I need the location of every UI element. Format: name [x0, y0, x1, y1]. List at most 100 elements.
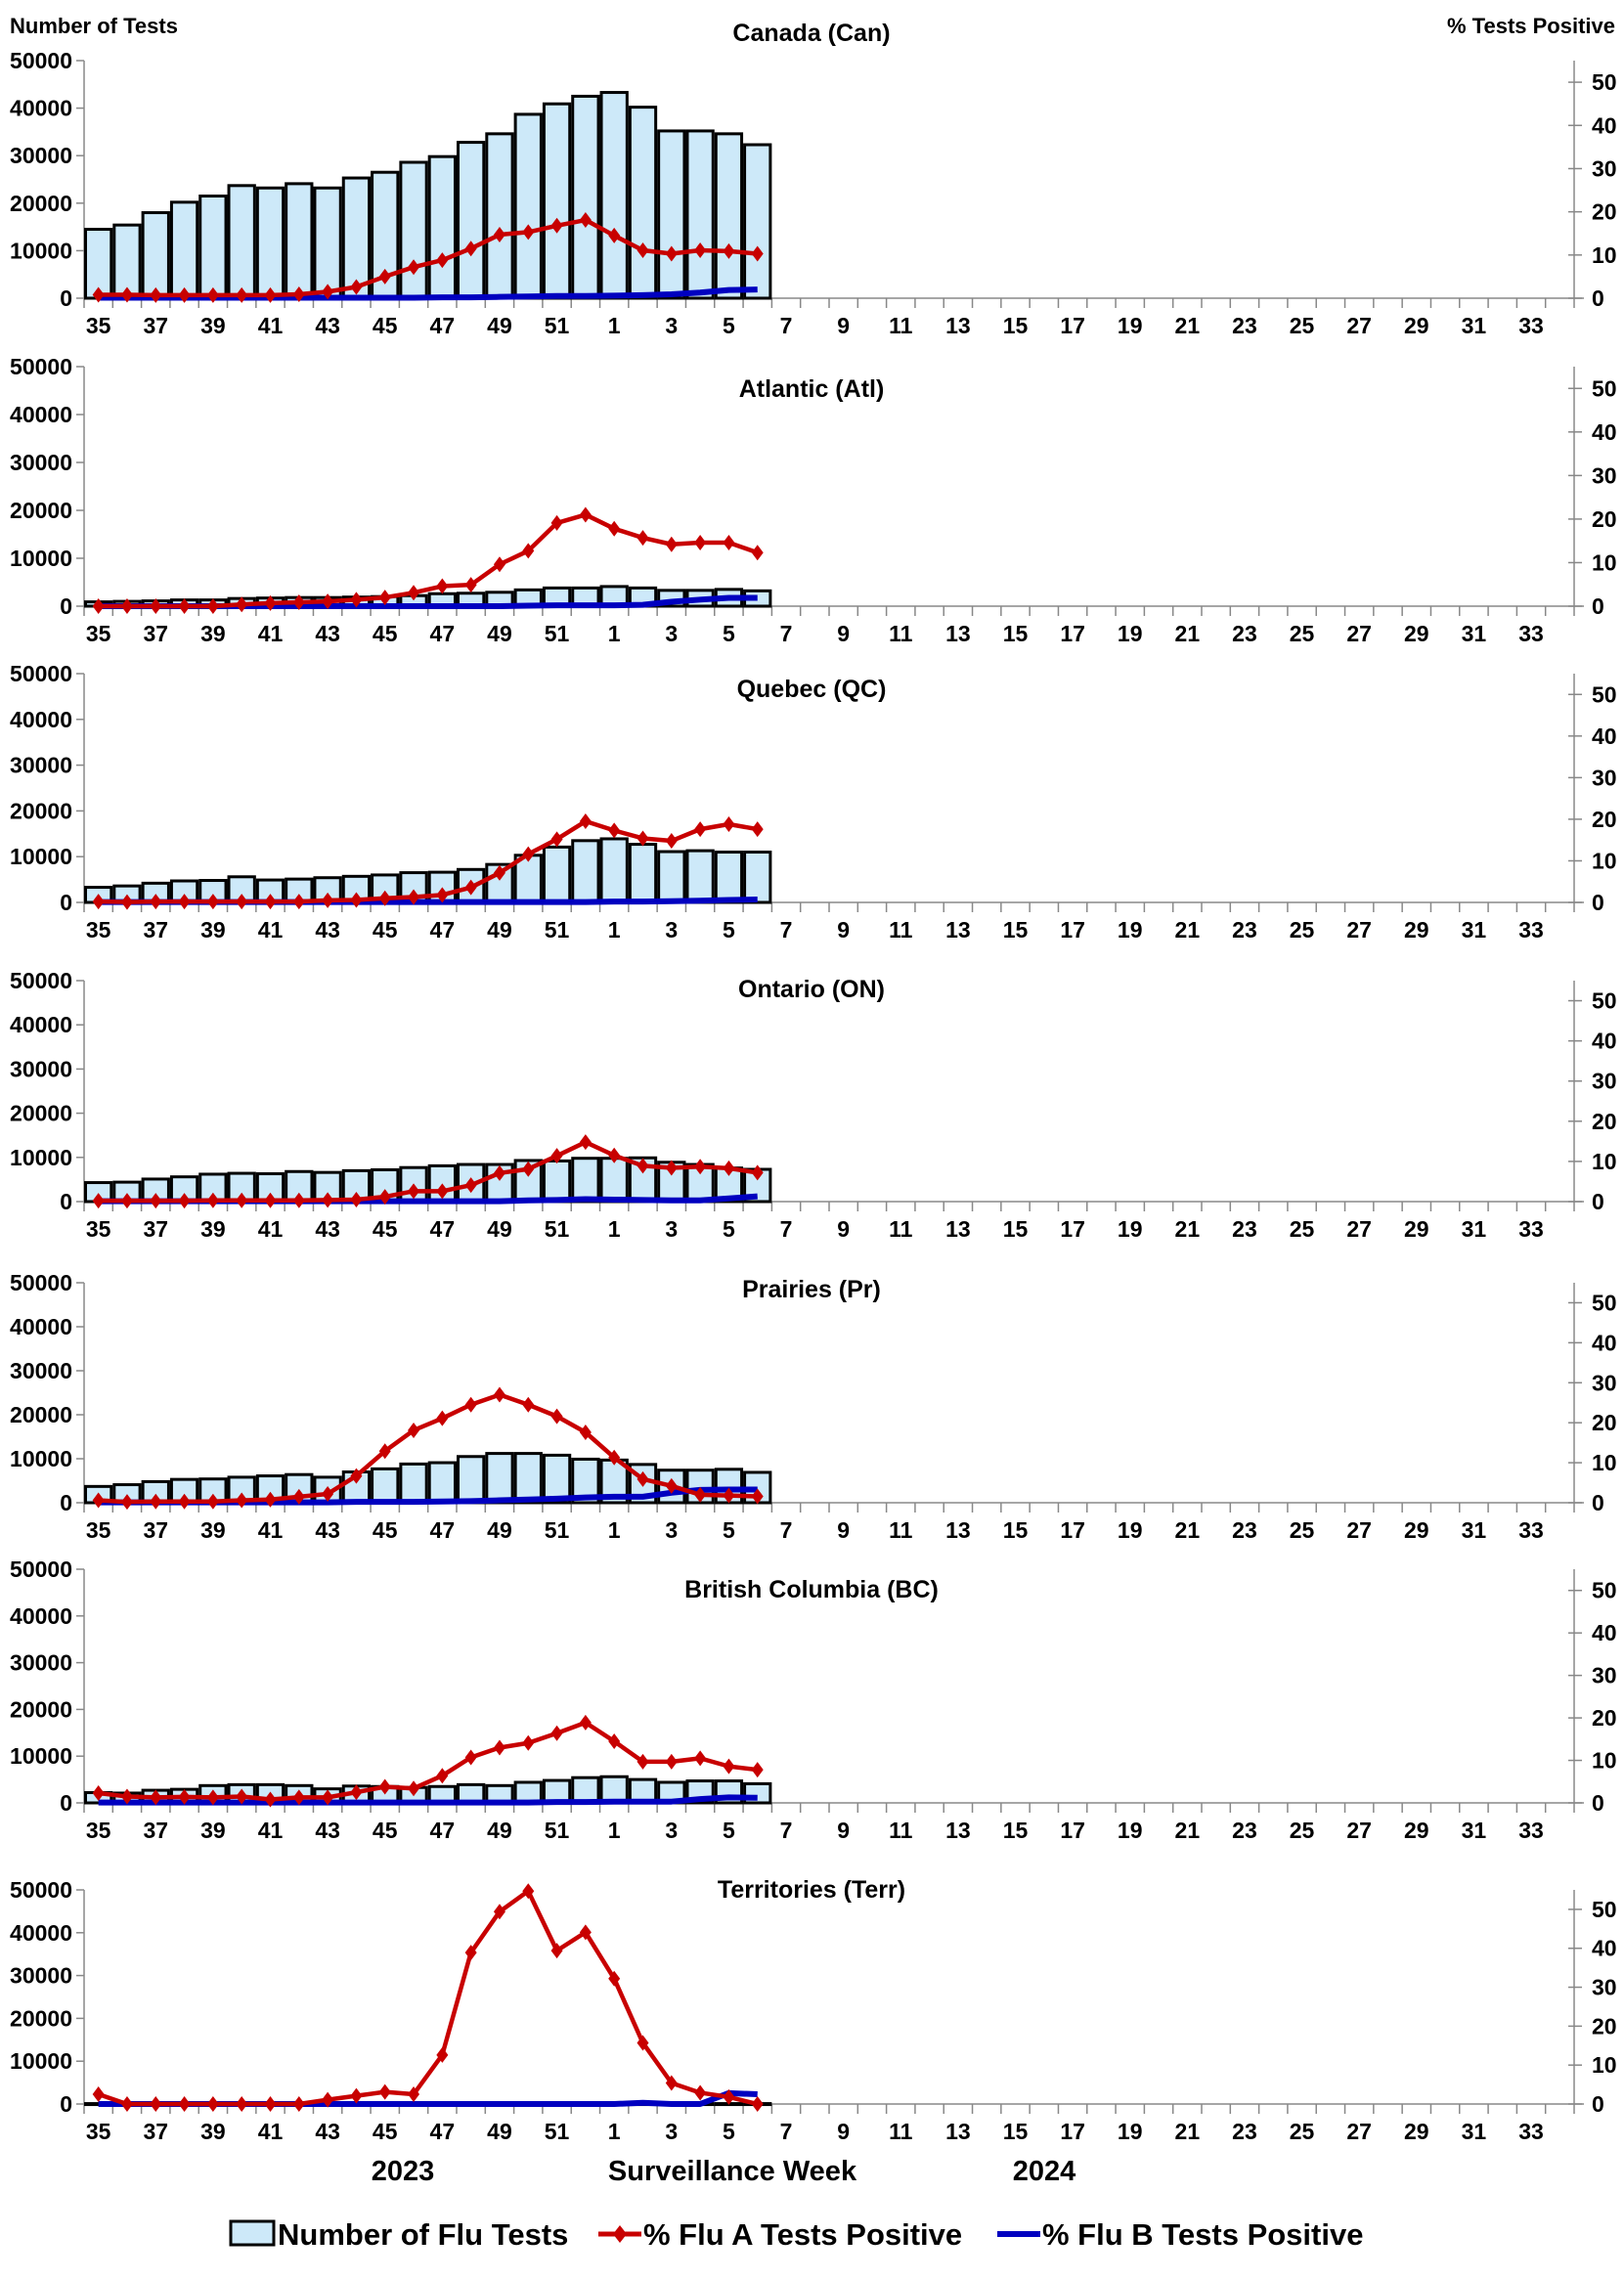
- x-tick-label: 49: [487, 313, 512, 338]
- left-tick-label: 40000: [10, 707, 72, 732]
- flu-a-point: [150, 894, 162, 910]
- bar: [628, 106, 658, 300]
- flu-a-point: [350, 892, 363, 908]
- flu-a-point: [178, 286, 191, 303]
- x-tick-label: 19: [1118, 1818, 1143, 1843]
- left-tick-label: 10000: [10, 1145, 72, 1170]
- flu-a-point: [236, 286, 248, 303]
- flu-a-point: [636, 830, 649, 847]
- right-tick-label: 0: [1592, 1490, 1604, 1515]
- right-tick-label: 40: [1592, 723, 1617, 749]
- x-tick-label: 1: [608, 1517, 621, 1543]
- flu-a-point: [436, 887, 449, 903]
- flu-a-point: [178, 1493, 191, 1510]
- flu-a-point: [694, 1159, 707, 1175]
- legend-item-tests: Number of Flu Tests: [278, 2217, 568, 2252]
- x-tick-label: 25: [1290, 917, 1315, 943]
- right-tick-label: 0: [1592, 1790, 1604, 1816]
- flu-a-point: [92, 1785, 105, 1802]
- left-tick-label: 0: [60, 1490, 72, 1515]
- x-tick-label: 13: [945, 621, 971, 646]
- bar: [542, 1453, 572, 1505]
- chart-panel: Prairies (Pr) 0 10000 20000 30000 40000 50000 0…: [10, 1270, 1617, 1543]
- flu-a-point: [378, 2083, 391, 2100]
- right-tick-label: 50: [1592, 1897, 1617, 1922]
- bar: [599, 91, 629, 300]
- flu-a-point: [464, 1177, 477, 1194]
- flu-a-point: [694, 534, 707, 550]
- x-tick-label: 15: [1003, 1517, 1029, 1543]
- legend-item-flu-b: % Flu B Tests Positive: [1042, 2217, 1363, 2252]
- right-tick-label: 0: [1592, 890, 1604, 915]
- x-tick-label: 15: [1003, 621, 1029, 646]
- x-tick-label: 17: [1060, 917, 1085, 943]
- x-tick-label: 13: [945, 2119, 971, 2144]
- x-tick-label: 11: [889, 2119, 913, 2144]
- flu-a-point: [378, 1443, 391, 1460]
- flu-a-point: [550, 1725, 563, 1741]
- left-tick-label: 20000: [10, 2005, 72, 2031]
- x-tick-label: 35: [86, 917, 111, 943]
- x-tick-label: 39: [200, 621, 226, 646]
- x-tick-label: 37: [143, 1216, 168, 1242]
- right-tick-label: 40: [1592, 1330, 1617, 1355]
- right-tick-label: 40: [1592, 1620, 1617, 1645]
- x-tick-label: 27: [1346, 1517, 1372, 1543]
- x-tick-label: 43: [315, 917, 340, 943]
- panel-title: British Columbia (BC): [684, 1576, 939, 1603]
- x-tick-label: 51: [545, 1818, 570, 1843]
- left-tick-label: 0: [60, 2091, 72, 2117]
- x-tick-label: 21: [1175, 313, 1201, 338]
- x-tick-label: 45: [373, 917, 398, 943]
- bar: [427, 154, 458, 300]
- x-tick-label: 27: [1346, 917, 1372, 943]
- flu-a-point: [522, 543, 535, 559]
- x-tick-label: 23: [1232, 621, 1257, 646]
- x-tick-label: 7: [780, 2119, 793, 2144]
- right-tick-label: 10: [1592, 1149, 1617, 1174]
- x-tick-label: 3: [665, 2119, 678, 2144]
- x-tick-label: 5: [723, 1517, 735, 1543]
- flu-a-point: [92, 2086, 105, 2103]
- x-tick-label: 5: [723, 313, 735, 338]
- x-tick-label: 17: [1060, 1818, 1085, 1843]
- x-tick-label: 17: [1060, 1517, 1085, 1543]
- flu-a-line: [97, 1888, 759, 2107]
- x-tick-label: 41: [258, 1216, 284, 1242]
- x-tick-label: 49: [487, 917, 512, 943]
- x-tick-label: 49: [487, 1216, 512, 1242]
- right-tick-label: 30: [1592, 462, 1617, 488]
- left-tick-label: 50000: [10, 1877, 72, 1903]
- x-tick-label: 41: [258, 2119, 284, 2144]
- bar: [685, 849, 715, 904]
- flu-a-point: [436, 252, 449, 269]
- left-tick-label: 0: [60, 1790, 72, 1816]
- x-tick-label: 35: [86, 1517, 111, 1543]
- left-tick-label: 50000: [10, 354, 72, 379]
- flu-a-point: [378, 1778, 391, 1795]
- right-tick-label: 10: [1592, 1748, 1617, 1774]
- flu-a-point: [608, 520, 621, 537]
- x-tick-label: 47: [430, 621, 456, 646]
- flu-a-point: [264, 1491, 277, 1508]
- x-tick-label: 41: [258, 1818, 284, 1843]
- flu-a-point: [408, 889, 420, 905]
- bar: [485, 1452, 514, 1505]
- flu-a-point: [350, 1468, 363, 1484]
- x-tick-label: 25: [1290, 621, 1315, 646]
- bar: [313, 186, 342, 300]
- flu-a-point: [723, 534, 735, 550]
- flu-a-point: [579, 1924, 592, 1941]
- x-tick-label: 23: [1232, 917, 1257, 943]
- x-tick-label: 13: [945, 313, 971, 338]
- x-tick-label: 31: [1462, 313, 1487, 338]
- panel-title: Territories (Terr): [718, 1876, 905, 1904]
- flu-a-point: [694, 1750, 707, 1767]
- flu-a-point: [579, 1134, 592, 1151]
- flu-a-point: [236, 894, 248, 910]
- bar: [542, 102, 572, 300]
- left-tick-label: 10000: [10, 238, 72, 263]
- flu-a-point: [608, 1970, 621, 1987]
- flu-a-point: [636, 1753, 649, 1770]
- flu-a-point: [723, 816, 735, 833]
